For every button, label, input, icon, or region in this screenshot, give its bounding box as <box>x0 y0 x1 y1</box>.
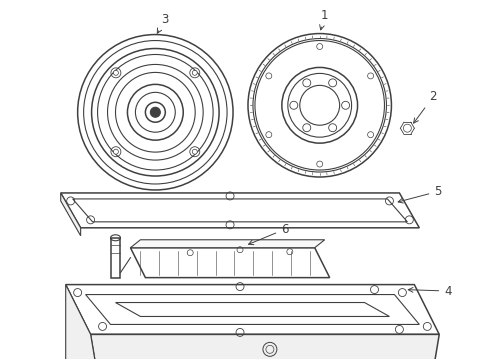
Circle shape <box>192 149 197 154</box>
Polygon shape <box>61 193 81 236</box>
Circle shape <box>113 149 118 154</box>
Text: 6: 6 <box>248 223 288 245</box>
Polygon shape <box>85 294 419 324</box>
Text: 3: 3 <box>157 13 169 33</box>
Circle shape <box>192 70 197 75</box>
Polygon shape <box>73 199 407 222</box>
Polygon shape <box>130 248 329 278</box>
Polygon shape <box>61 193 419 228</box>
Polygon shape <box>65 285 95 360</box>
Text: 4: 4 <box>407 284 451 298</box>
Text: 2: 2 <box>413 90 436 123</box>
Polygon shape <box>115 302 388 316</box>
Bar <box>110 238 120 278</box>
Text: 5: 5 <box>397 185 441 203</box>
Polygon shape <box>90 334 438 360</box>
Circle shape <box>113 70 118 75</box>
Polygon shape <box>130 240 324 248</box>
Polygon shape <box>65 285 438 334</box>
Circle shape <box>150 107 160 117</box>
Text: 1: 1 <box>319 9 328 30</box>
